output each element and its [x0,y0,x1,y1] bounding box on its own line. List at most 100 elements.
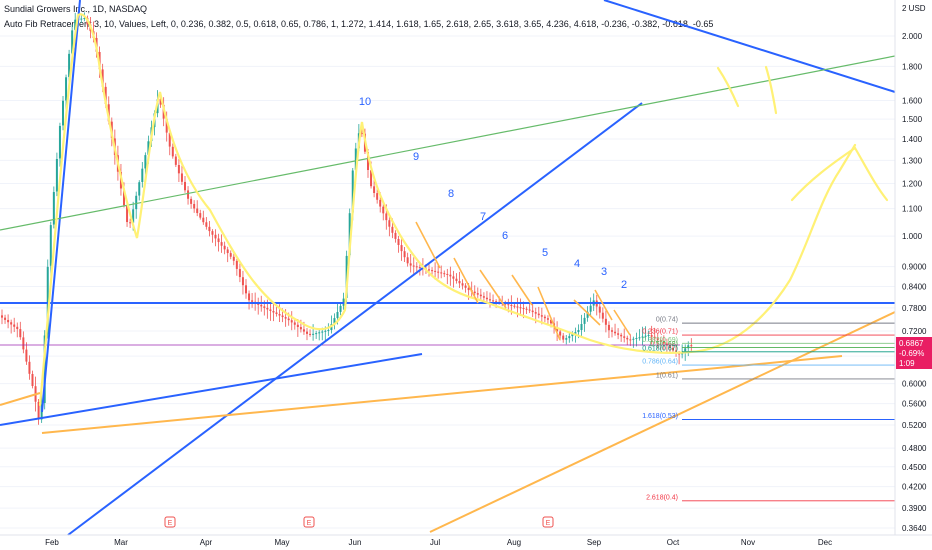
candle-body [452,276,455,279]
candle-body [184,181,186,191]
y-tick-label: 1.600 [902,96,923,105]
candle-body [199,213,202,218]
trend-drawings [0,0,896,536]
fib-label: 0(0.74) [656,317,678,324]
x-tick-label: Dec [818,538,832,547]
candle-body [290,320,293,323]
candle-body [339,305,342,312]
candle-body [367,152,369,170]
candle-body [135,195,138,210]
y-tick-label: 0.7200 [902,327,927,336]
candle-body [565,338,568,340]
candle-body [208,226,211,232]
candle-body [434,270,437,272]
candle-body [617,333,620,335]
candle-body [522,308,525,310]
candle-body [309,333,312,335]
candle-body [467,287,470,291]
candle-body [662,341,665,344]
fib-label: 1(0.61) [656,372,678,379]
candle-body [351,170,354,213]
orange-wave-segment [537,286,561,341]
fib-label: 0.786(0.64) [642,359,678,366]
candle-body [202,217,205,223]
candle-body [238,269,241,278]
candle-body [269,309,272,311]
symbol-title: Sundial Growers Inc., 1D, NASDAQ [4,4,148,14]
y-tick-label: 0.3640 [902,524,927,533]
candle-body [550,319,552,324]
candle-body [626,337,629,340]
y-tick-label: 1.400 [902,135,923,144]
candle-body [403,251,406,258]
last-price-text: 0.6867 [899,339,924,348]
candle-body [241,277,244,286]
candle-body [519,307,522,309]
x-tick-label: Sep [587,538,602,547]
orange-wave-segment [594,289,613,321]
wave-labels: 10 9 8 7 6 5 4 3 2 [359,96,627,291]
candle-body [284,317,287,319]
earnings-box [164,516,176,528]
x-tick-label: Jul [430,538,440,547]
fib-indicator-legend[interactable]: Auto Fib Retracement 3, 10, Values, Left… [4,19,714,29]
earnings-marker: E [303,516,315,528]
orange-wave-segment [479,269,507,309]
y-tick-label: 0.6000 [902,380,927,389]
candle-body [376,193,379,200]
candle-body [510,304,513,306]
candle-body [7,319,10,323]
candle-body [205,222,208,227]
candle-body [577,330,580,333]
candle-body [180,173,183,182]
candle-body [168,132,171,147]
yellow-tick-right [764,65,778,115]
candle-body [165,118,168,133]
y-tick-label: 0.5200 [902,421,927,430]
orange-wave-segment [613,309,631,336]
candle-body [68,53,71,77]
earnings-marker: E [164,516,176,528]
candle-body [83,18,86,20]
candle-body [440,272,443,274]
candle-body [190,198,193,204]
candle-body [653,336,656,339]
candle-body [171,146,174,157]
earnings-label: E [168,520,173,527]
yellow-wave-curve [38,13,857,407]
y-tick-label: 0.4500 [902,463,927,472]
candle-body [278,314,281,316]
candle-body [101,69,104,87]
candle-body [485,297,488,300]
candle-body [437,271,440,273]
candle-body [74,19,77,30]
orange-wave-segment [415,221,441,269]
candlestick-series [1,11,693,425]
candle-body [348,213,351,256]
candle-body [687,345,690,349]
candle-body [675,350,678,353]
y-tick-label: 1.200 [902,180,923,189]
candle-body [528,309,531,311]
candle-body [516,306,519,308]
candle-body [257,303,260,305]
candle-body [495,301,498,303]
candle-body [144,155,147,169]
y-axis: 2.000 1.800 1.600 1.500 1.400 1.300 1.200 1.100… [894,0,927,535]
candle-body [223,245,226,250]
candle-body [382,206,385,214]
candle-body [370,170,373,187]
candle-body [586,311,589,318]
candle-body [571,334,574,337]
candle-body [22,337,25,350]
candle-body [46,266,49,335]
candle-body [556,327,559,332]
candle-body [302,329,305,332]
candle-body [281,315,284,318]
candle-body [138,182,141,196]
candle-body [580,324,583,330]
fib-label: 0.5(0.68) [650,341,678,348]
candle-body [293,322,296,325]
candle-body [226,249,229,254]
